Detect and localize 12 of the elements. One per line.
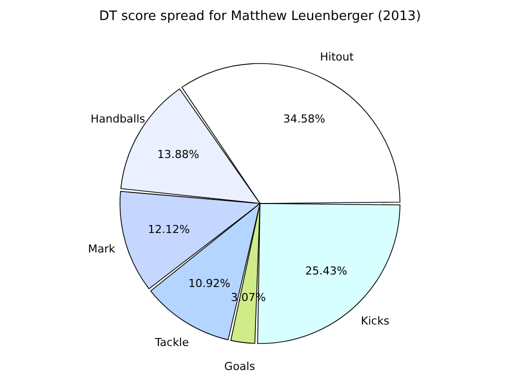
slice-label: Mark (88, 242, 116, 256)
data-label: 10.92% (188, 276, 230, 290)
data-label: 25.43% (305, 264, 348, 278)
data-label: 34.58% (283, 112, 326, 126)
slice-label: Handballs (90, 112, 146, 126)
slice-label: Kicks (360, 314, 390, 328)
data-label: 12.12% (148, 223, 190, 236)
slice-label: Goals (224, 360, 256, 374)
slice-label: Tackle (154, 336, 190, 350)
chart-title: DT score spread for Matthew Leuenberger (2013) (99, 9, 421, 24)
slice-label: Hitout (320, 50, 354, 64)
data-label: 13.88% (157, 148, 200, 162)
